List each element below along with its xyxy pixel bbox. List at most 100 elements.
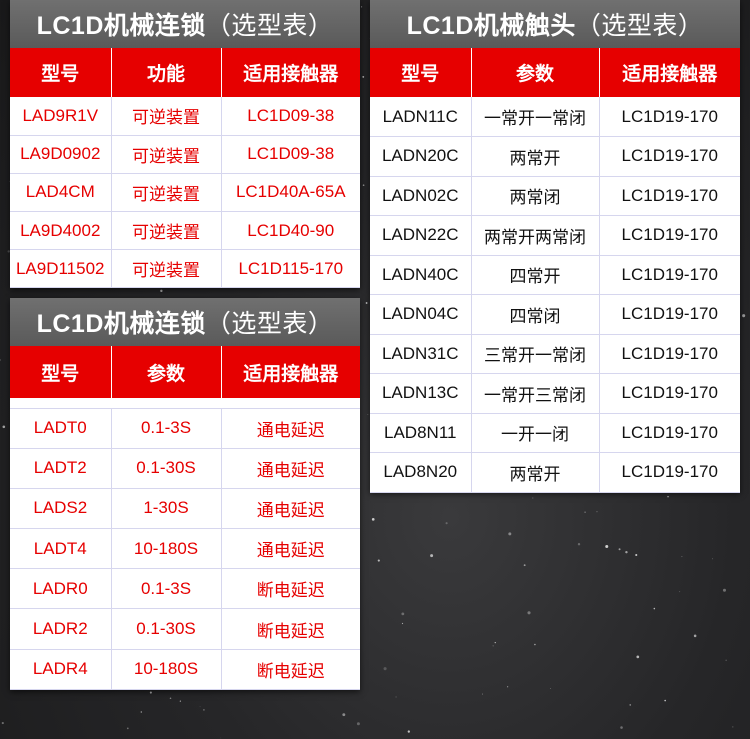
table-cell: LADR4 xyxy=(10,649,112,690)
table-cell: 10-180S xyxy=(111,649,222,690)
table-row: LADN13C 一常开三常闭 LC1D19-170 xyxy=(370,373,740,414)
table-cell: LADT2 xyxy=(10,448,112,489)
title-suffix: （选型表） xyxy=(205,12,334,40)
table-row: LA9D0902 可逆装置 LC1D09-38 xyxy=(10,135,360,174)
title-suffix: （选型表） xyxy=(575,12,704,40)
star xyxy=(620,726,623,729)
star xyxy=(0,359,2,361)
table-row: LADN22C 两常开两常闭 LC1D19-170 xyxy=(370,215,740,256)
star xyxy=(722,588,726,592)
table-cell: LAD8N11 xyxy=(370,413,472,453)
table-cell: 0.1-3S xyxy=(111,408,222,449)
table-row: LADN02C 两常闭 LC1D19-170 xyxy=(370,176,740,216)
title-text: LC1D机械触头 xyxy=(406,12,576,40)
table-cell: LC1D115-170 xyxy=(221,249,360,289)
table-cell: LADN40C xyxy=(370,255,472,295)
column-header: 型号 xyxy=(370,48,472,97)
table-cell: 一开一闭 xyxy=(471,413,600,453)
timer-table: 型号 参数 适用接触器 LADT0 0.1-3S 通电延迟 LADT2 0.1-30S 通电延迟… xyxy=(10,346,360,690)
spacer xyxy=(10,398,360,409)
table-row: LA9D4002 可逆装置 LC1D40-90 xyxy=(10,211,360,251)
table-cell: 两常闭 xyxy=(471,176,600,216)
table-cell: 1-30S xyxy=(111,488,222,530)
table-cell: 四常闭 xyxy=(471,294,600,335)
table-cell: LC1D19-170 xyxy=(599,176,740,216)
star xyxy=(140,711,142,713)
column-header: 参数 xyxy=(111,346,222,398)
star xyxy=(742,314,746,318)
star xyxy=(725,659,727,661)
star xyxy=(356,722,360,726)
table-cell: 可逆装置 xyxy=(111,211,222,251)
table-cell: LA9D4002 xyxy=(10,211,112,251)
table-row: LADN40C 四常开 LC1D19-170 xyxy=(370,255,740,295)
star xyxy=(732,726,734,728)
table-cell: LC1D19-170 xyxy=(599,215,740,256)
star xyxy=(361,6,363,8)
table-cell: LC1D19-170 xyxy=(599,334,740,374)
table-cell: LADN22C xyxy=(370,215,472,256)
star xyxy=(527,611,531,615)
table-cell: LC1D40-90 xyxy=(221,211,360,251)
star xyxy=(383,667,387,671)
star xyxy=(342,713,346,717)
column-header: 型号 xyxy=(10,346,112,398)
table-row: LADR2 0.1-30S 断电延迟 xyxy=(10,608,360,650)
table-row: LADT2 0.1-30S 通电延迟 xyxy=(10,448,360,489)
table-row: LADN31C 三常开一常闭 LC1D19-170 xyxy=(370,334,740,374)
table-cell: LC1D19-170 xyxy=(599,97,740,137)
star xyxy=(160,289,163,293)
star xyxy=(636,655,640,659)
star xyxy=(605,544,609,548)
star xyxy=(596,511,598,513)
table-cell: 断电延迟 xyxy=(221,608,360,650)
star xyxy=(534,643,536,646)
column-header: 适用接触器 xyxy=(221,48,360,97)
table-cell: 0.1-30S xyxy=(111,448,222,489)
star xyxy=(395,696,397,698)
star xyxy=(492,645,494,647)
column-header: 型号 xyxy=(10,48,112,97)
header-row: 型号 功能 适用接触器 xyxy=(10,48,360,97)
table-row: LADS2 1-30S 通电延迟 xyxy=(10,488,360,530)
table-cell: 可逆装置 xyxy=(111,173,222,213)
table-cell: 可逆装置 xyxy=(111,249,222,289)
star xyxy=(653,607,656,610)
table-cell: 通电延迟 xyxy=(221,528,360,570)
table-cell: 两常开 xyxy=(471,452,600,493)
star xyxy=(220,737,222,739)
star xyxy=(179,700,181,702)
column-header: 参数 xyxy=(471,48,600,97)
table-cell: LADN20C xyxy=(370,136,472,177)
table-cell: LC1D19-170 xyxy=(599,294,740,335)
table-cell: LC1D40A-65A xyxy=(221,173,360,213)
table-cell: 10-180S xyxy=(111,528,222,570)
table-cell: LADN11C xyxy=(370,97,472,137)
table-cell: LA9D0902 xyxy=(10,135,112,174)
star xyxy=(629,704,632,706)
table-row: LAD8N11 一开一闭 LC1D19-170 xyxy=(370,413,740,453)
table-row: LA9D11502 可逆装置 LC1D115-170 xyxy=(10,249,360,289)
star xyxy=(445,522,448,525)
table-cell: LADR0 xyxy=(10,568,112,610)
contacts-table: 型号 参数 适用接触器 LADN11C 一常开一常闭 LC1D19-170 LADN20C 两… xyxy=(370,48,740,493)
star xyxy=(377,559,380,562)
star xyxy=(126,727,129,730)
table-row: LADT0 0.1-3S 通电延迟 xyxy=(10,408,360,449)
spacer-row xyxy=(10,398,360,409)
table-cell: 两常开两常闭 xyxy=(471,215,600,256)
star xyxy=(664,699,666,702)
panel-title: LC1D机械连锁 （选型表） xyxy=(10,298,360,346)
interlock-table: 型号 功能 适用接触器 LAD9R1V 可逆装置 LC1D09-38 LA9D0902 可逆装… xyxy=(10,48,360,289)
star xyxy=(549,688,551,689)
column-header: 适用接触器 xyxy=(221,346,360,398)
star xyxy=(508,532,512,536)
table-cell: 四常开 xyxy=(471,255,600,295)
title-suffix: （选型表） xyxy=(205,310,334,338)
star xyxy=(1,721,4,725)
table-cell: LADN13C xyxy=(370,373,472,414)
contacts-panel: LC1D机械触头 （选型表） 型号 参数 适用接触器 LADN11C 一常开一常闭 LC1D… xyxy=(370,0,740,493)
table-cell: LAD9R1V xyxy=(10,97,112,136)
table-cell: LAD8N20 xyxy=(370,452,472,493)
interlock-panel: LC1D机械连锁 （选型表） 型号 功能 适用接触器 LAD9R1V 可逆装置 LC1D09… xyxy=(10,0,360,289)
